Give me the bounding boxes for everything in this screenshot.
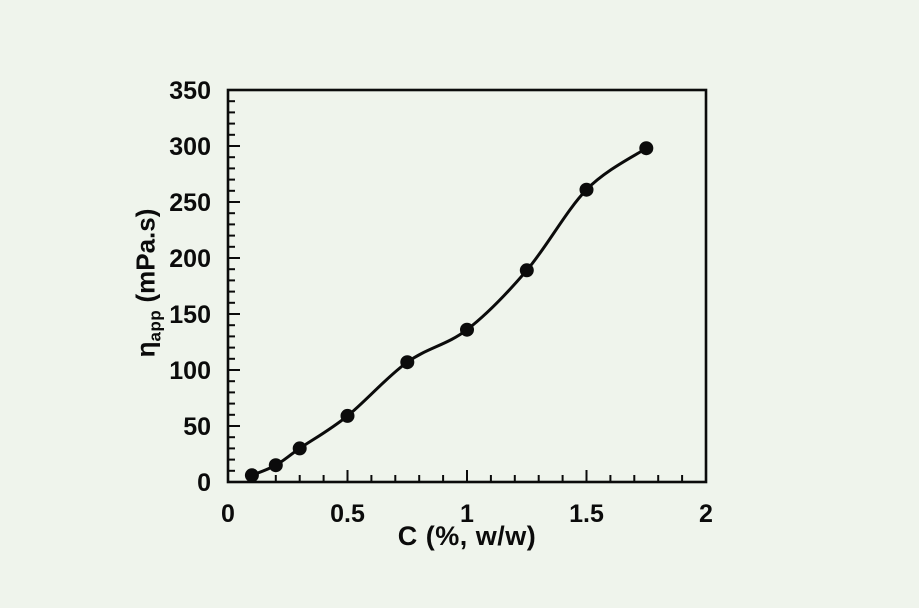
y-tick-label: 0	[197, 469, 211, 497]
x-tick-label: 2	[699, 500, 713, 528]
y-axis-unit: (mPa.s)	[130, 208, 161, 310]
y-axis-title: ηapp (mPa.s)	[131, 209, 166, 358]
eta-subscript-app: app	[145, 309, 165, 342]
x-tick-label: 0	[221, 500, 235, 528]
data-point	[460, 322, 474, 337]
data-point	[400, 355, 415, 370]
y-tick-label: 50	[183, 413, 211, 441]
plot-frame	[226, 88, 708, 484]
x-tick-label: 0.5	[330, 500, 365, 528]
y-tick-label: 300	[169, 133, 211, 161]
data-point	[268, 458, 283, 473]
y-tick-label: 100	[169, 357, 211, 385]
y-tick-label: 150	[169, 301, 211, 329]
data-point	[639, 141, 654, 156]
x-axis-title: C (%, w/w)	[397, 521, 537, 551]
y-tick-label: 200	[169, 245, 211, 273]
x-tick-label: 1	[460, 500, 474, 528]
data-point	[519, 263, 534, 278]
data-point	[292, 441, 307, 456]
data-point	[340, 408, 355, 423]
eta-symbol: η	[130, 341, 161, 358]
y-tick-label: 350	[169, 77, 211, 105]
data-line	[251, 146, 648, 477]
x-tick-label: 1.5	[569, 500, 604, 528]
data-point	[244, 468, 259, 483]
y-tick-label: 250	[169, 189, 211, 217]
data-point	[579, 182, 594, 197]
